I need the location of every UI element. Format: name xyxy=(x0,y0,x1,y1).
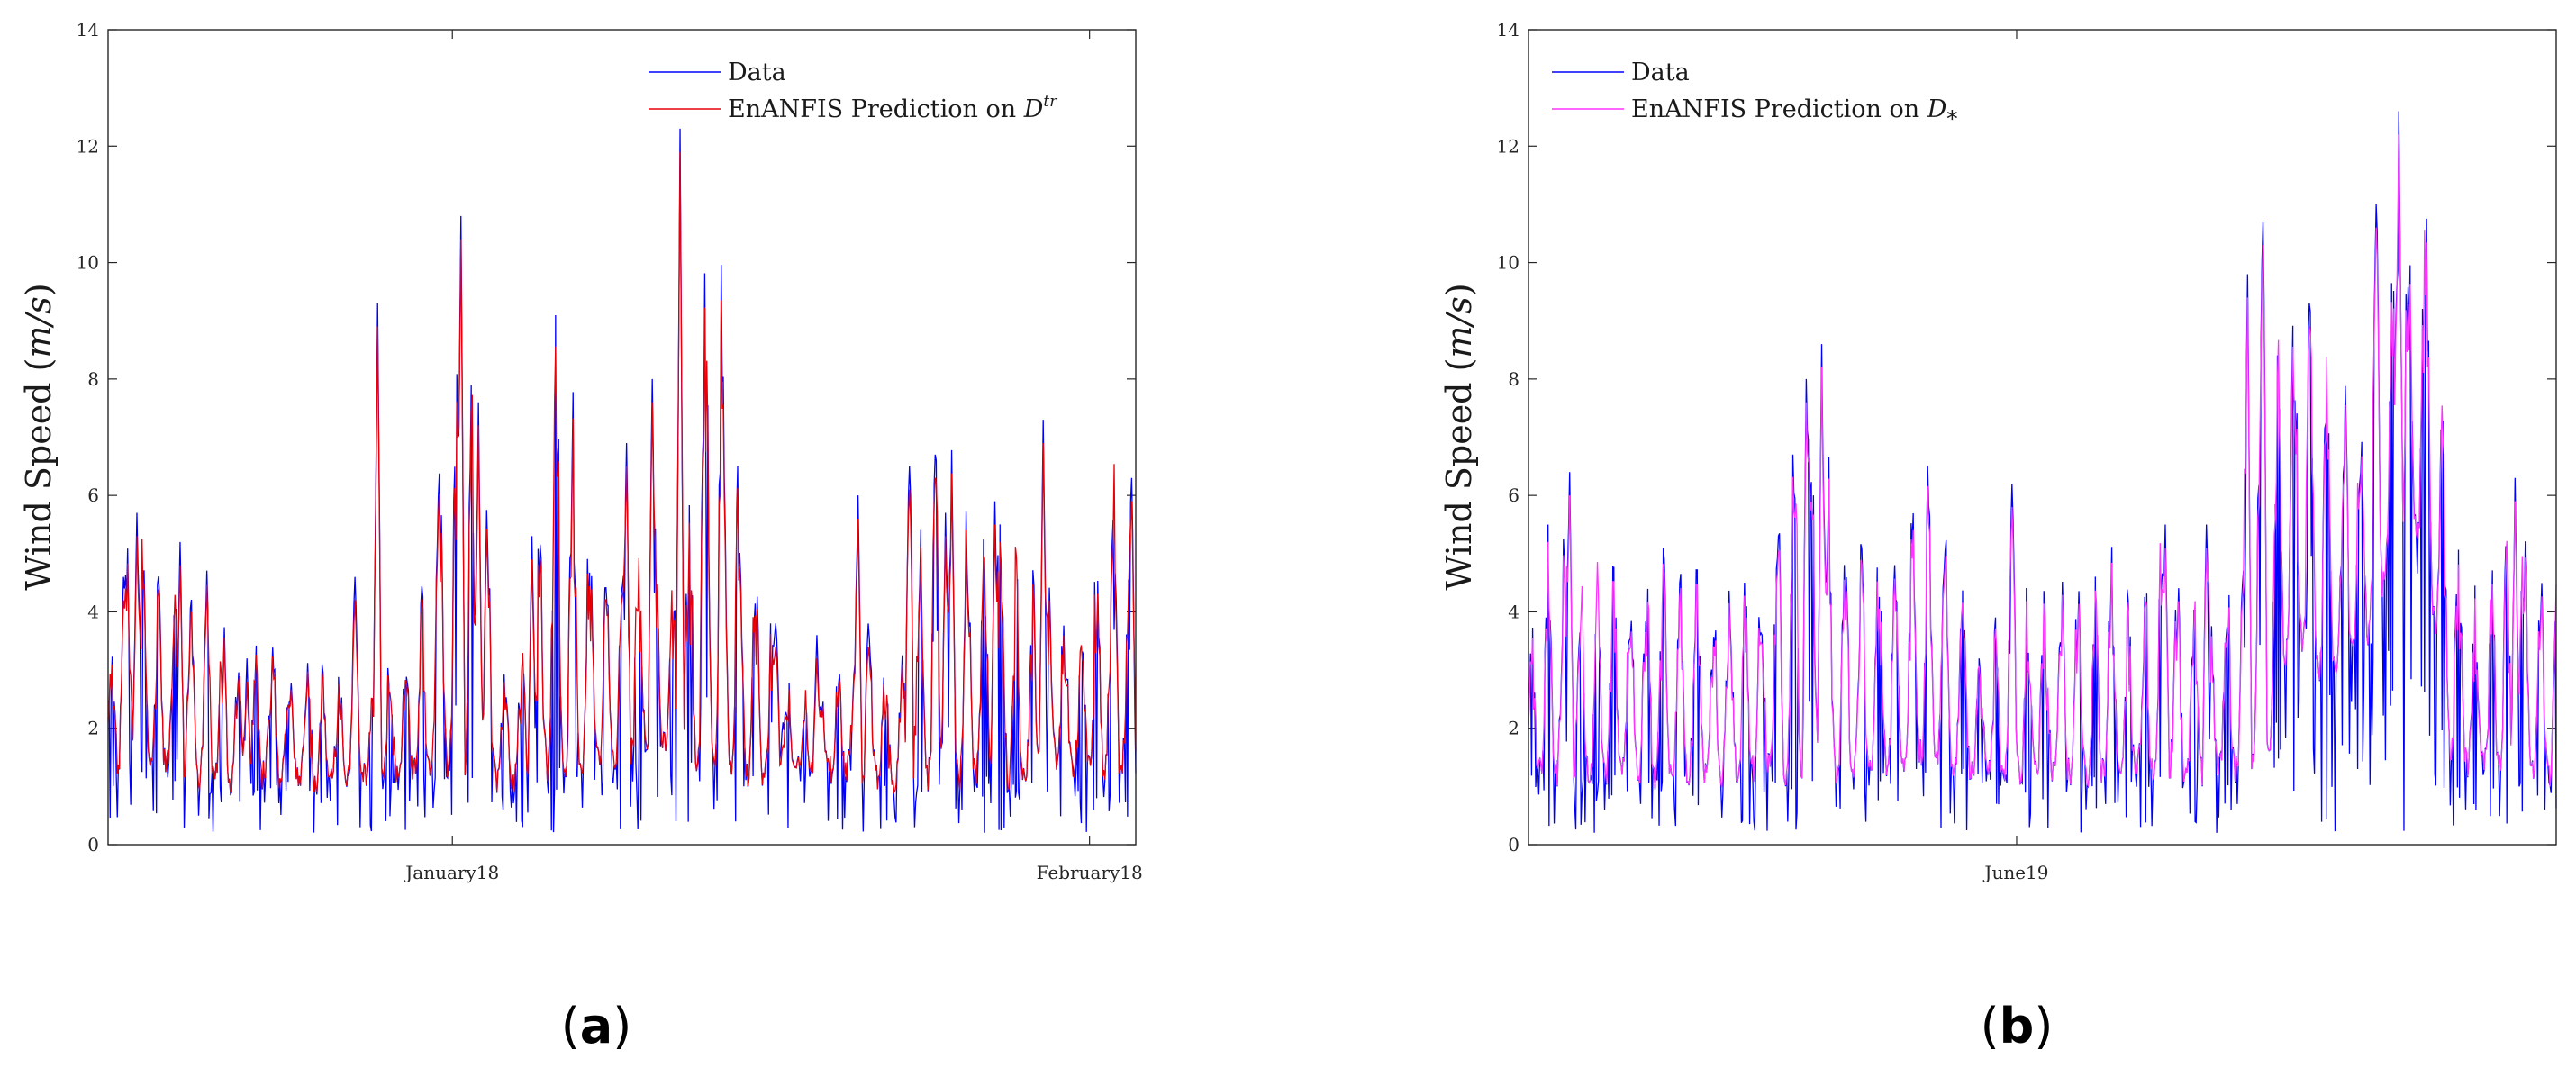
prediction-series-line xyxy=(107,151,1137,794)
y-tick-label: 4 xyxy=(1508,601,1519,622)
tick-layer-a: 0 2 4 6 8 10 12 14 January18 February18 xyxy=(77,19,1143,883)
y-tick-label: 12 xyxy=(1497,135,1519,157)
y-tick-label: 10 xyxy=(77,252,99,274)
legend-prediction-label: EnANFIS Prediction on D* xyxy=(1631,95,1957,131)
chart-panel-a: 0 2 4 6 8 10 12 14 January18 February18 Wind Spee… xyxy=(19,19,1143,883)
y-tick-label: 8 xyxy=(1508,368,1519,390)
y-tick-label: 12 xyxy=(77,135,99,157)
legend-prediction-label: EnANFIS Prediction on Dtr xyxy=(728,93,1057,123)
plot-frame-b xyxy=(1528,29,2557,846)
caption-a: (a) xyxy=(561,998,632,1054)
tick-layer-b: 0 2 4 6 8 10 12 14 June19 xyxy=(1497,19,2556,883)
x-tick-label: January18 xyxy=(404,862,499,883)
x-tick-label: June19 xyxy=(1982,862,2048,883)
x-tick-label: February18 xyxy=(1037,862,1143,883)
y-axis-label-b: Wind Speed (m/s) xyxy=(1439,283,1479,590)
y-tick-label: 0 xyxy=(1508,834,1519,855)
data-series-line xyxy=(1528,111,2557,833)
y-tick-label: 4 xyxy=(87,601,99,622)
caption-b: (b) xyxy=(1981,998,2054,1054)
legend-b: Data EnANFIS Prediction on D* xyxy=(1552,59,1957,131)
y-tick-label: 10 xyxy=(1497,252,1519,274)
y-tick-label: 6 xyxy=(87,484,99,506)
legend-data-label: Data xyxy=(728,59,786,86)
y-tick-label: 2 xyxy=(1508,718,1519,739)
y-axis-label-a: Wind Speed (m/s) xyxy=(19,283,59,590)
y-tick-label: 14 xyxy=(77,19,99,41)
y-tick-label: 0 xyxy=(87,834,99,855)
plot-area-a xyxy=(108,30,1136,845)
legend-data-label: Data xyxy=(1631,59,1690,86)
y-tick-label: 14 xyxy=(1497,19,1519,41)
y-tick-label: 2 xyxy=(87,718,99,739)
prediction-series-line xyxy=(1528,134,2557,789)
y-tick-label: 6 xyxy=(1508,484,1519,506)
legend-a: Data EnANFIS Prediction on Dtr xyxy=(649,59,1057,123)
y-tick-label: 8 xyxy=(87,368,99,390)
plot-frame-a xyxy=(107,29,1137,846)
chart-panel-b: 0 2 4 6 8 10 12 14 June19 Wind Speed (m/s) Data … xyxy=(1439,19,2557,883)
